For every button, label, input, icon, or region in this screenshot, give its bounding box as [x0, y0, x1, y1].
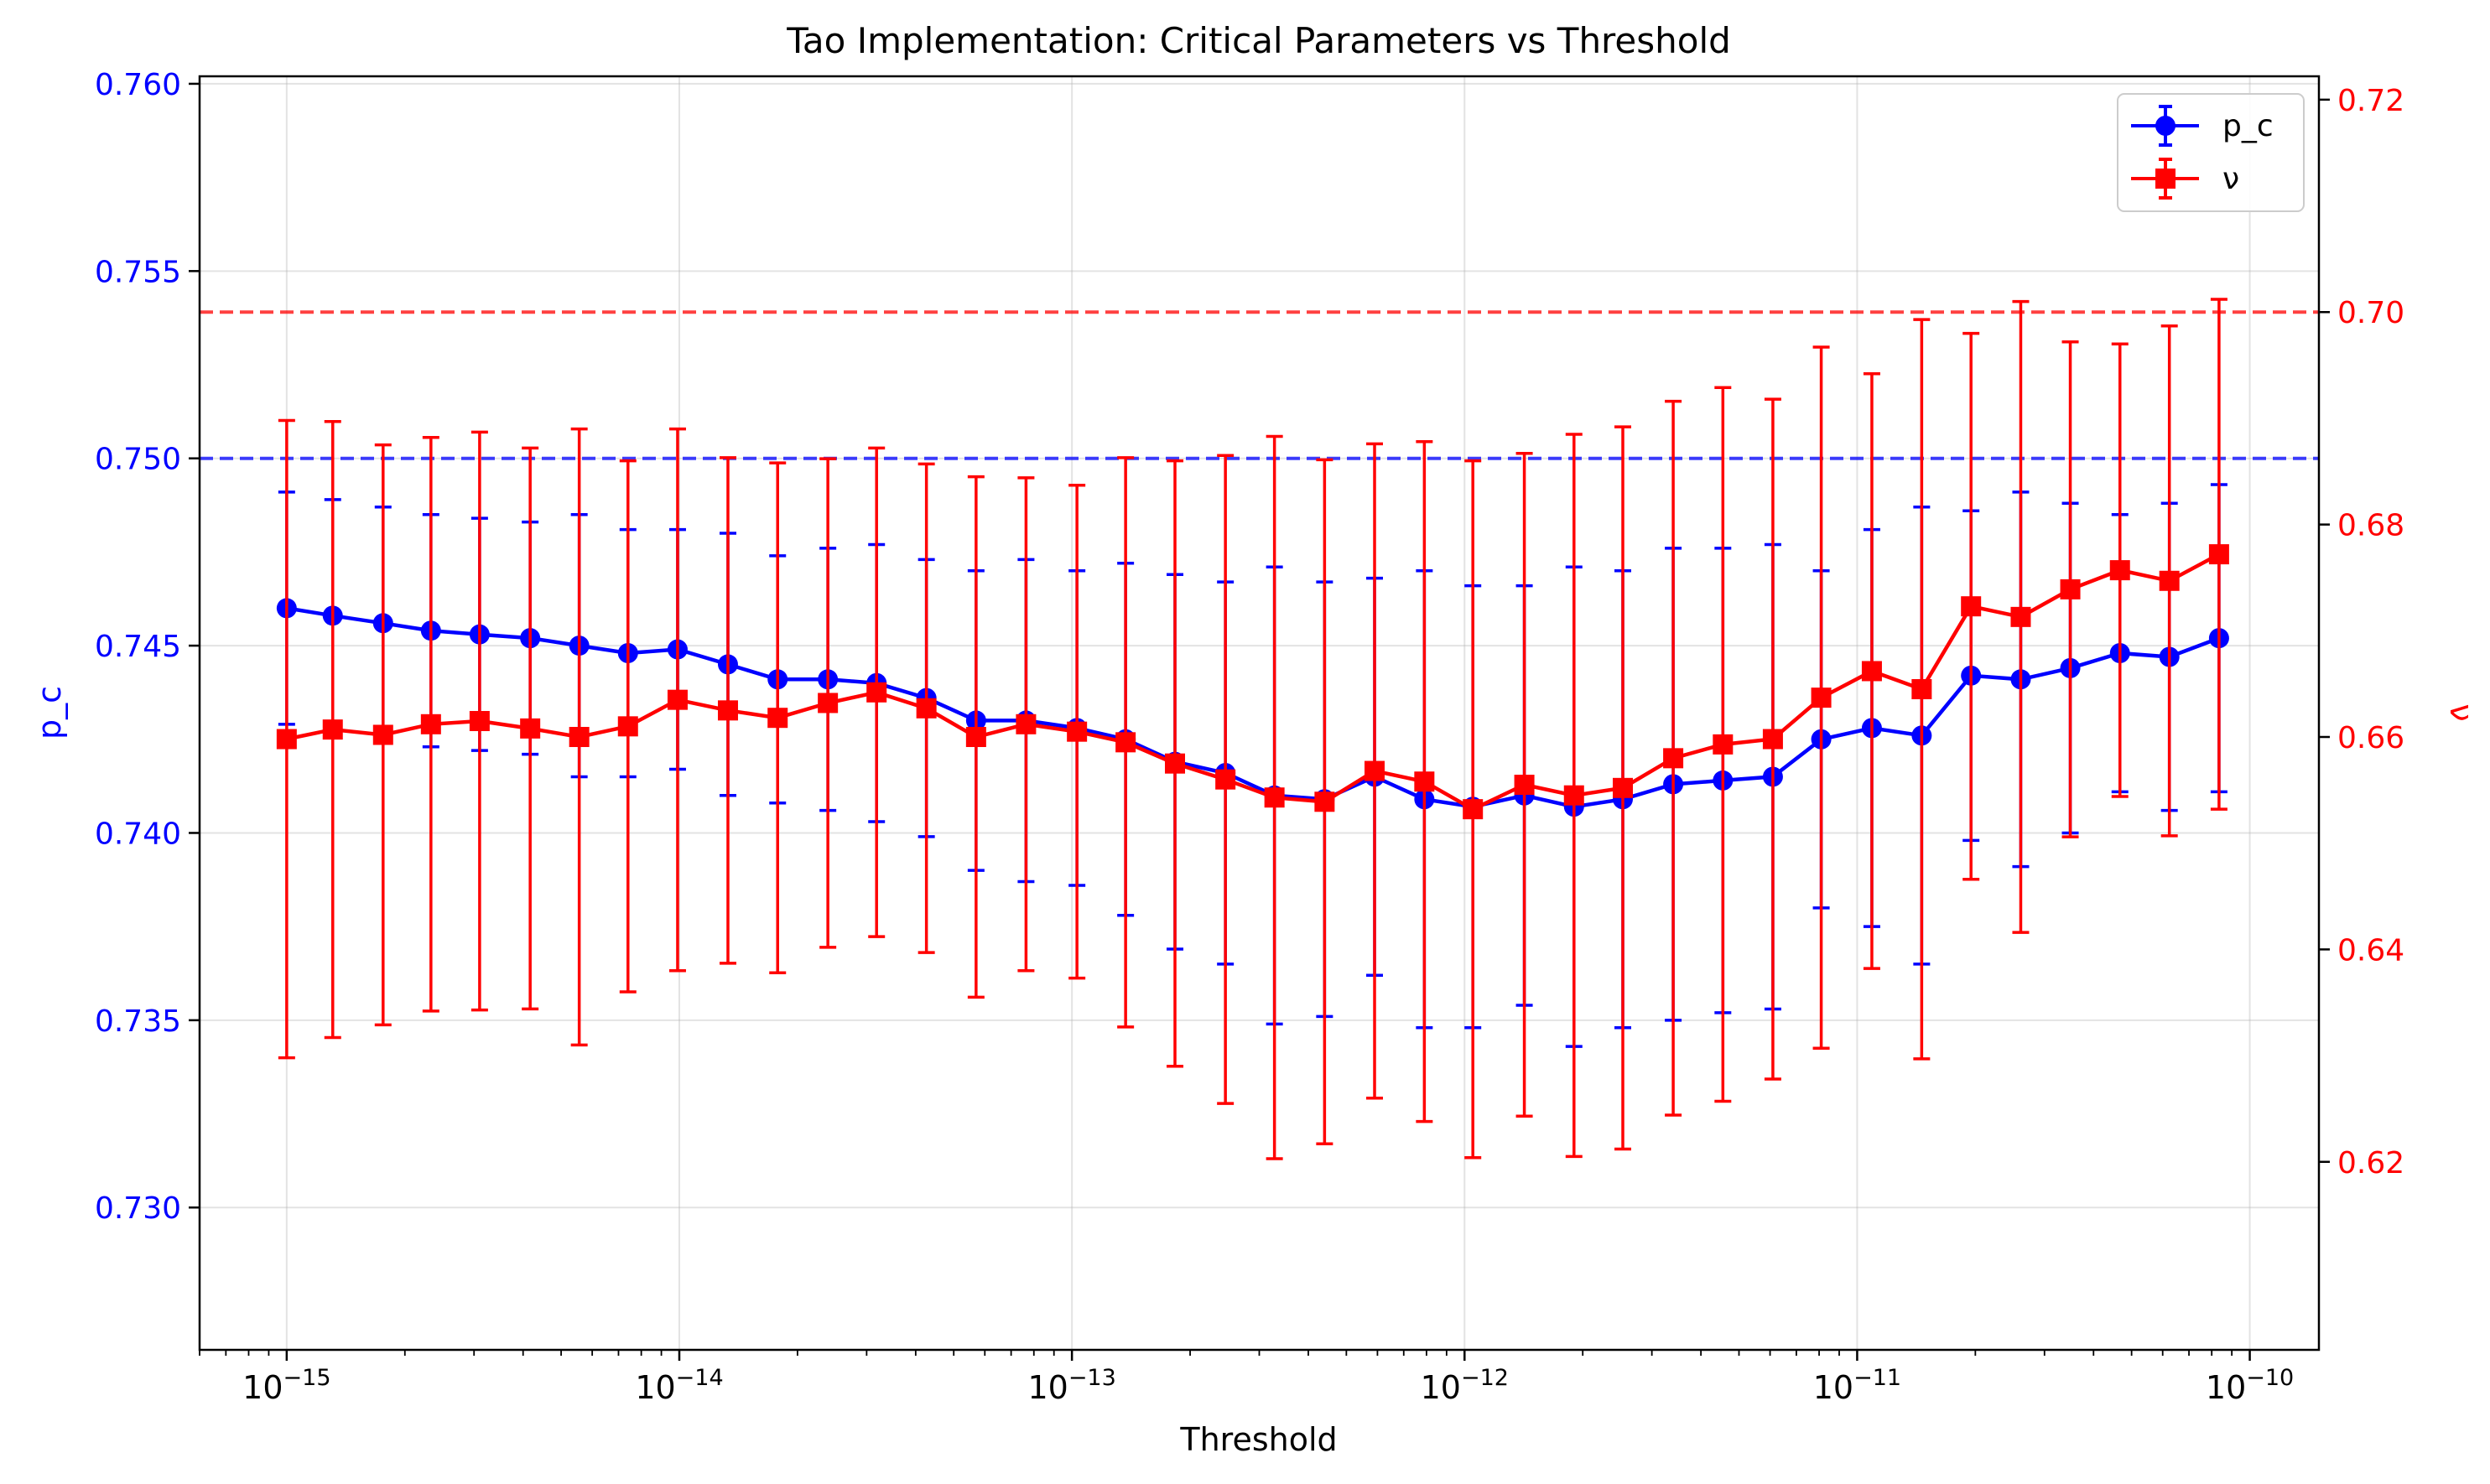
data-point-nu: [1115, 732, 1136, 753]
legend-entry-nu: ν: [2131, 158, 2239, 200]
data-point-nu: [276, 729, 297, 750]
data-point-nu: [1663, 748, 1684, 769]
y-right-tick-label: 0.66: [2337, 721, 2404, 755]
x-tick-label: 10−15: [242, 1365, 330, 1406]
data-point-nu: [2208, 544, 2229, 565]
data-point-nu: [1264, 787, 1285, 808]
chart-title: Tao Implementation: Critical Parameters …: [786, 20, 1731, 61]
data-point-nu: [818, 693, 839, 713]
data-point-nu: [1215, 769, 1236, 790]
data-point-nu: [916, 698, 937, 719]
x-axis-label: Threshold: [1179, 1421, 1337, 1458]
data-point-nu: [569, 727, 590, 748]
data-point-nu: [2010, 606, 2031, 627]
series-line-nu: [286, 553, 2220, 812]
y-left-tick-label: 0.730: [95, 1191, 181, 1226]
data-point-nu: [1911, 678, 1932, 699]
data-point-nu: [420, 713, 441, 734]
y-right-tick-label: 0.70: [2337, 296, 2404, 330]
data-point-nu: [1414, 771, 1435, 792]
legend-marker-p-c: [2155, 116, 2176, 136]
data-point-nu: [1961, 596, 1982, 617]
y-left-tick-label: 0.740: [95, 817, 181, 851]
data-point-nu: [1514, 775, 1535, 796]
data-point-nu: [1762, 729, 1783, 750]
data-point-nu: [1713, 734, 1734, 755]
legend-box: [2117, 93, 2305, 212]
data-point-nu: [1016, 713, 1037, 734]
data-point-nu: [1314, 791, 1335, 812]
y-right-tick-label: 0.64: [2337, 933, 2404, 968]
data-point-nu: [2060, 579, 2081, 599]
y-left-tick-label: 0.760: [95, 68, 181, 102]
data-point-nu: [2109, 560, 2130, 581]
data-point-nu: [1811, 688, 1832, 708]
x-tick-label: 10−10: [2206, 1365, 2294, 1406]
y-axis-right-label: ν: [2443, 703, 2480, 721]
data-point-nu: [866, 682, 887, 703]
data-point-nu: [372, 724, 393, 745]
legend: p_c ν: [2117, 93, 2305, 212]
x-tick-label: 10−11: [1813, 1365, 1901, 1406]
reference-lines: [200, 310, 2319, 460]
legend-entry-p-c: p_c: [2131, 105, 2274, 147]
series-layer: [276, 298, 2229, 1160]
x-tick-label: 10−14: [635, 1365, 723, 1406]
data-point-nu: [717, 700, 738, 721]
y-left-tick-label: 0.750: [95, 443, 181, 477]
data-point-nu: [1861, 661, 1882, 682]
data-point-nu: [1067, 721, 1088, 742]
x-axis: 10−15 10−14 10−13 10−12 10−11 10−10: [199, 1350, 2294, 1406]
legend-label-nu: ν: [2222, 162, 2239, 196]
y-axis-left-label: p_c: [31, 686, 68, 739]
y-axis-left: 0.730 0.735 0.740 0.745 0.750 0.755 0.760: [95, 68, 200, 1226]
data-point-nu: [2159, 570, 2180, 591]
y-axis-right: 0.62 0.64 0.66 0.68 0.70 0.72: [2319, 84, 2404, 1180]
data-point-nu: [1463, 799, 1484, 820]
data-point-nu: [965, 727, 986, 748]
series-nu: [276, 298, 2229, 1160]
data-point-nu: [322, 719, 343, 740]
legend-label-p-c: p_c: [2222, 109, 2274, 143]
series-line-p-c: [286, 606, 2220, 809]
data-point-nu: [1612, 777, 1633, 798]
x-tick-label: 10−12: [1421, 1365, 1509, 1406]
data-point-nu: [1563, 785, 1584, 806]
data-point-nu: [617, 716, 638, 737]
legend-marker-nu: [2155, 169, 2176, 189]
data-point-nu: [667, 689, 688, 710]
y-left-tick-label: 0.745: [95, 630, 181, 664]
data-point-nu: [520, 718, 541, 739]
x-tick-label: 10−13: [1027, 1365, 1115, 1406]
data-point-nu: [1165, 753, 1186, 774]
data-point-nu: [767, 708, 788, 729]
y-left-tick-label: 0.755: [95, 255, 181, 289]
data-point-nu: [1365, 760, 1385, 781]
y-right-tick-label: 0.62: [2337, 1146, 2404, 1180]
y-right-tick-label: 0.68: [2337, 509, 2404, 543]
data-point-nu: [469, 711, 490, 732]
y-right-tick-label: 0.72: [2337, 84, 2404, 118]
y-left-tick-label: 0.735: [95, 1004, 181, 1039]
